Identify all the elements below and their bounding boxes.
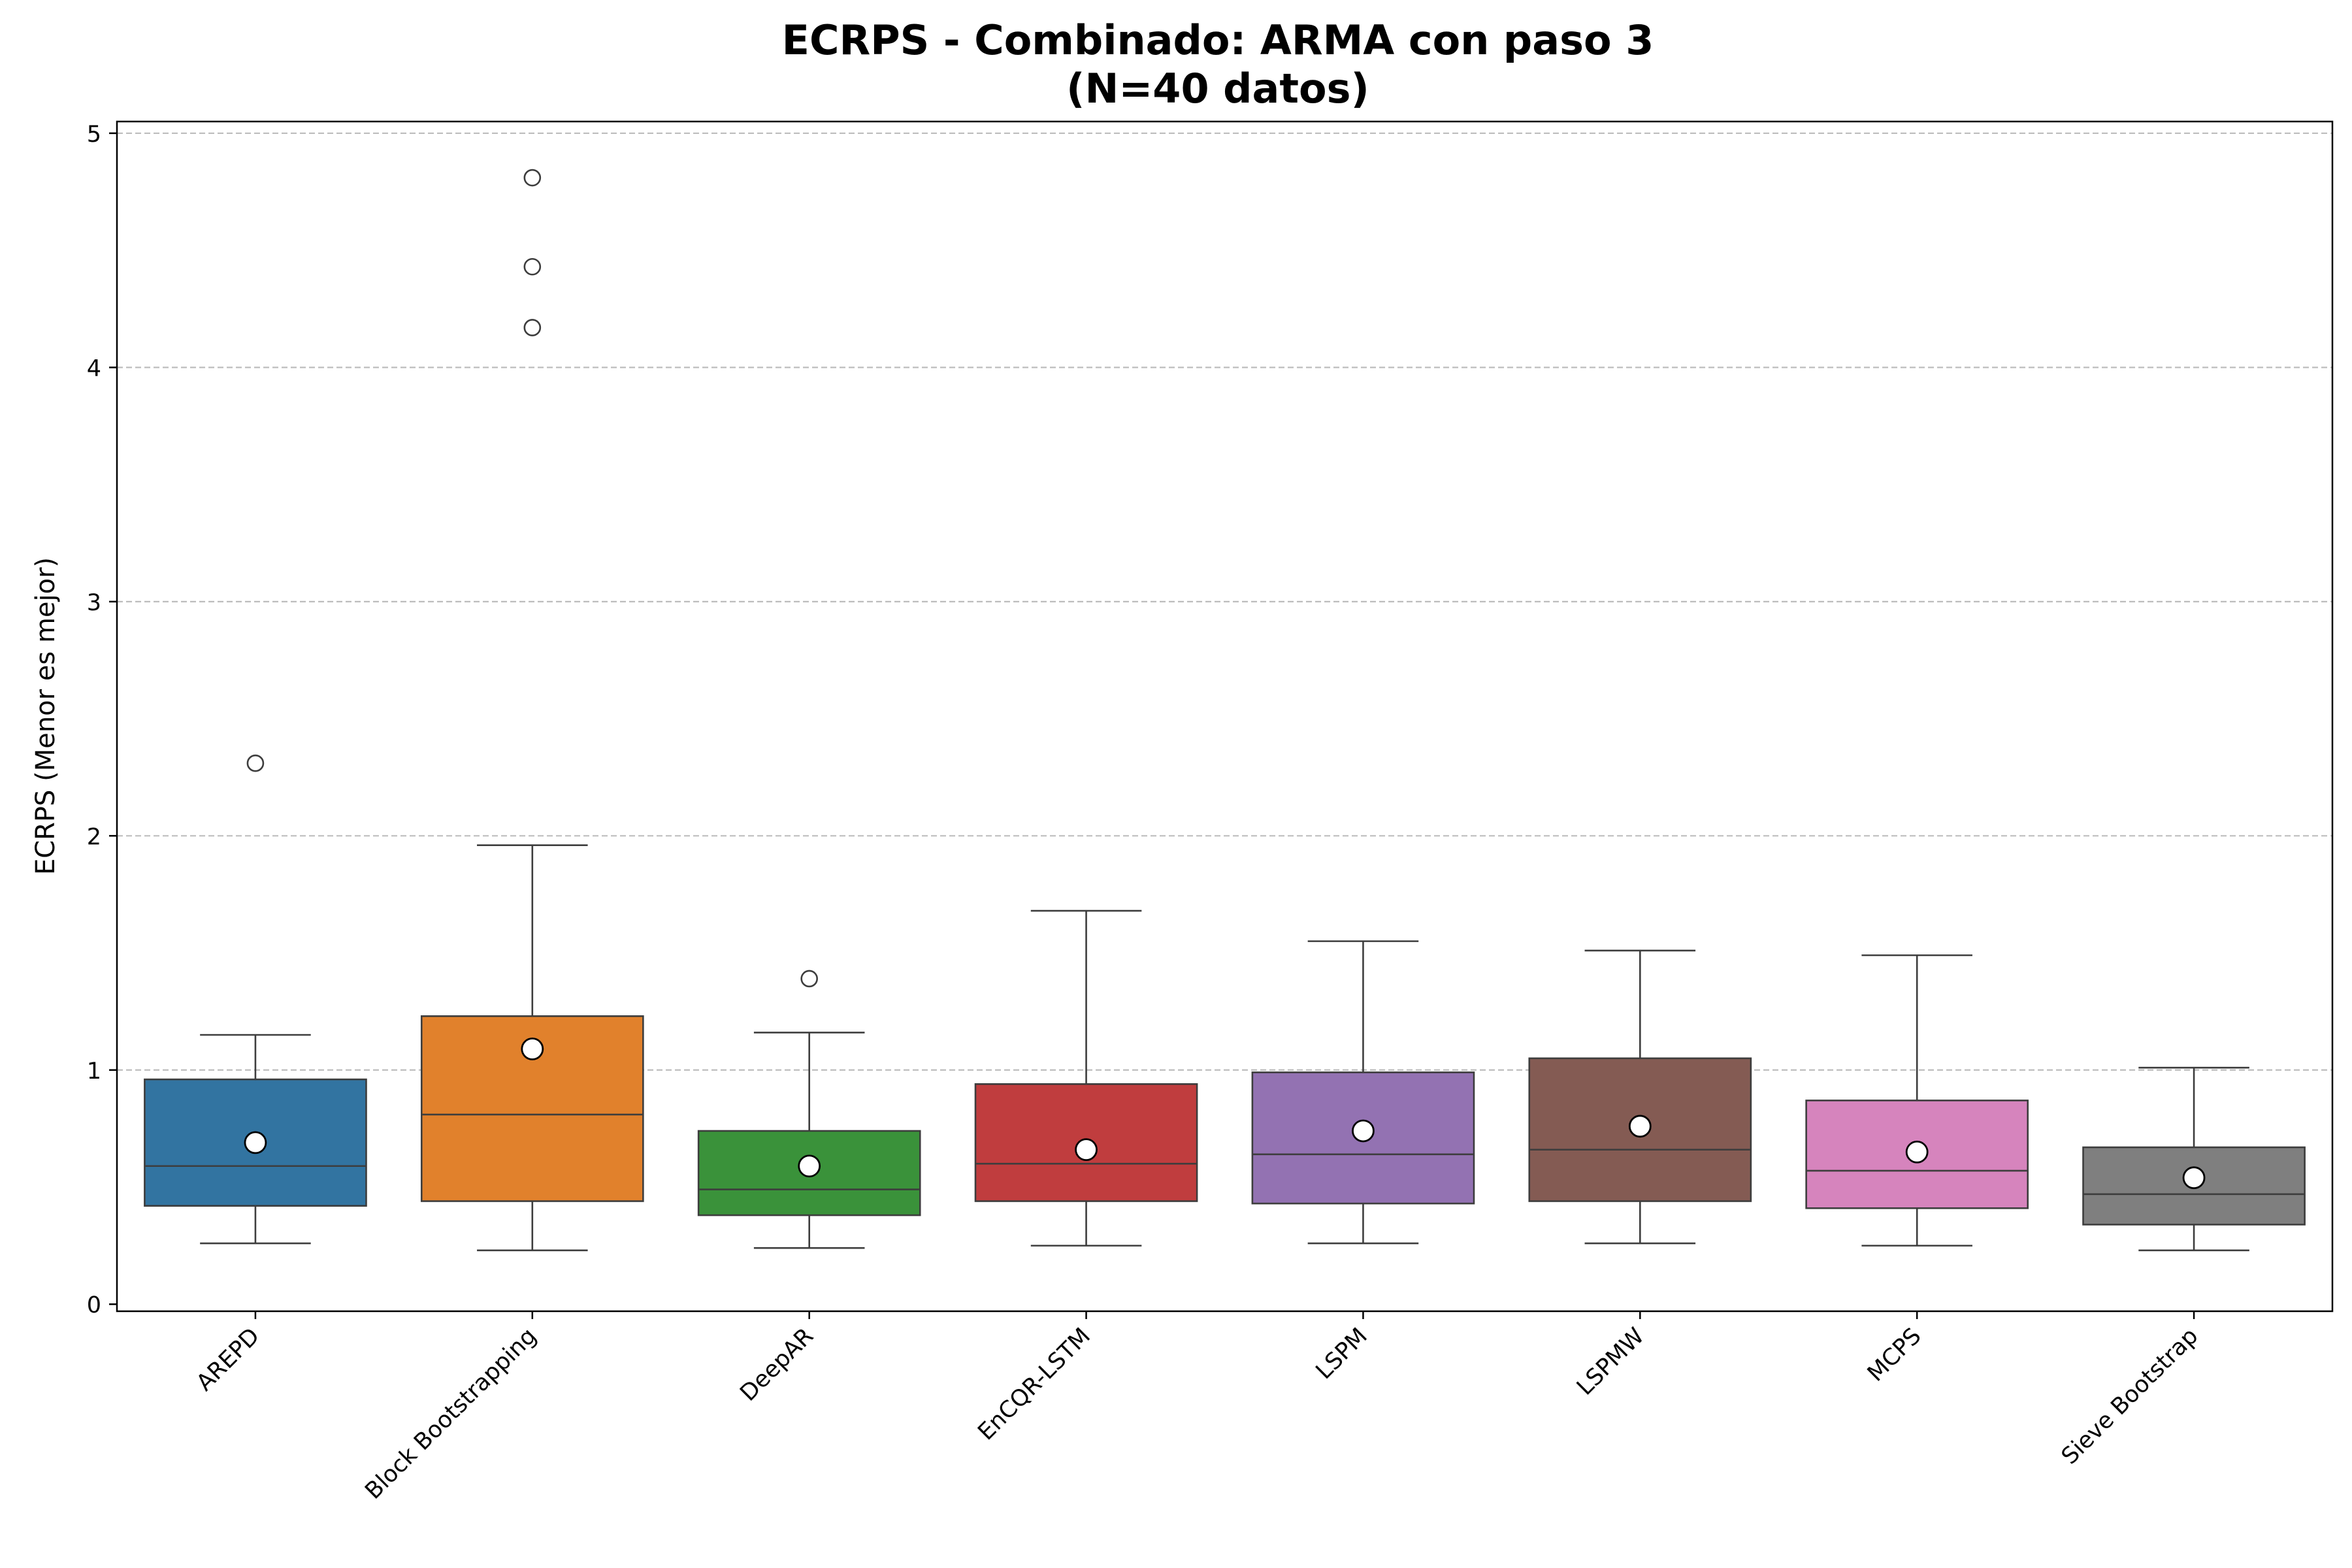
mean-marker-encqr-lstm bbox=[1075, 1138, 1098, 1162]
mean-marker-lspmw bbox=[1628, 1115, 1652, 1138]
outlier-block-bootstrapping-1 bbox=[523, 257, 542, 276]
outlier-arepd-0 bbox=[246, 754, 265, 772]
chart-title-line1: ECRPS - Combinado: ARMA con paso 3 bbox=[782, 16, 1654, 64]
y-tick-label-3: 3 bbox=[87, 590, 101, 616]
y-axis: 0 1 2 3 4 5 bbox=[87, 122, 117, 1318]
box-series bbox=[144, 169, 2306, 1252]
y-tick-label-1: 1 bbox=[87, 1058, 101, 1085]
box-block-bootstrapping bbox=[420, 1015, 644, 1202]
plot-frame bbox=[116, 120, 2334, 1313]
mean-marker-sieve-bootstrap bbox=[2182, 1166, 2206, 1190]
mean-marker-lspm bbox=[1352, 1119, 1375, 1143]
outlier-deepar-0 bbox=[800, 970, 818, 988]
outlier-block-bootstrapping-0 bbox=[523, 169, 542, 187]
mean-marker-block-bootstrapping bbox=[521, 1037, 544, 1060]
mean-marker-deepar bbox=[798, 1154, 821, 1178]
y-axis-label: ECRPS (Menor es mejor) bbox=[31, 557, 61, 875]
mean-marker-mcps bbox=[1905, 1140, 1929, 1164]
box-sieve-bootstrap bbox=[2082, 1146, 2306, 1226]
chart-title-line2: (N=40 datos) bbox=[1066, 65, 1369, 112]
y-tick-label-0: 0 bbox=[87, 1292, 101, 1318]
y-tick-label-4: 4 bbox=[87, 355, 101, 382]
y-tick-label-5: 5 bbox=[87, 122, 101, 148]
mean-marker-arepd bbox=[244, 1131, 267, 1154]
outlier-block-bootstrapping-2 bbox=[523, 319, 542, 336]
y-tick-label-2: 2 bbox=[87, 824, 101, 850]
